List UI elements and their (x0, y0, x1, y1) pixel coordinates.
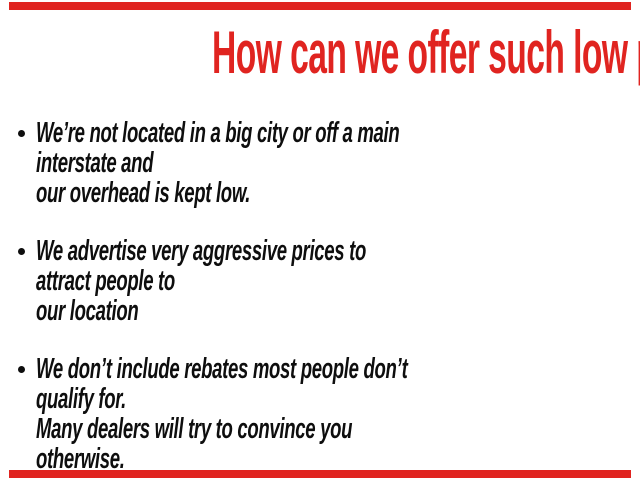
bullet-text: We don’t include rebates most people don… (36, 353, 408, 475)
slide-title: How can we offer such low prices? (212, 19, 640, 86)
bullet-item: We’re not located in a big city or off a… (18, 118, 640, 208)
bullet-item: We advertise very aggressive prices to a… (18, 236, 640, 326)
bullet-text: We advertise very aggressive prices to a… (36, 235, 367, 327)
top-divider-bar (9, 2, 631, 10)
bottom-divider-bar (9, 470, 631, 478)
bullet-item: We don’t include rebates most people don… (18, 354, 640, 474)
bullet-dot-icon (18, 366, 25, 373)
bullet-dot-icon (18, 248, 25, 255)
bullet-dot-icon (18, 130, 25, 137)
title-area: How can we offer such low prices? (0, 23, 640, 83)
bullet-list: We’re not located in a big city or off a… (18, 118, 640, 480)
bullet-text: We’re not located in a big city or off a… (36, 117, 400, 209)
